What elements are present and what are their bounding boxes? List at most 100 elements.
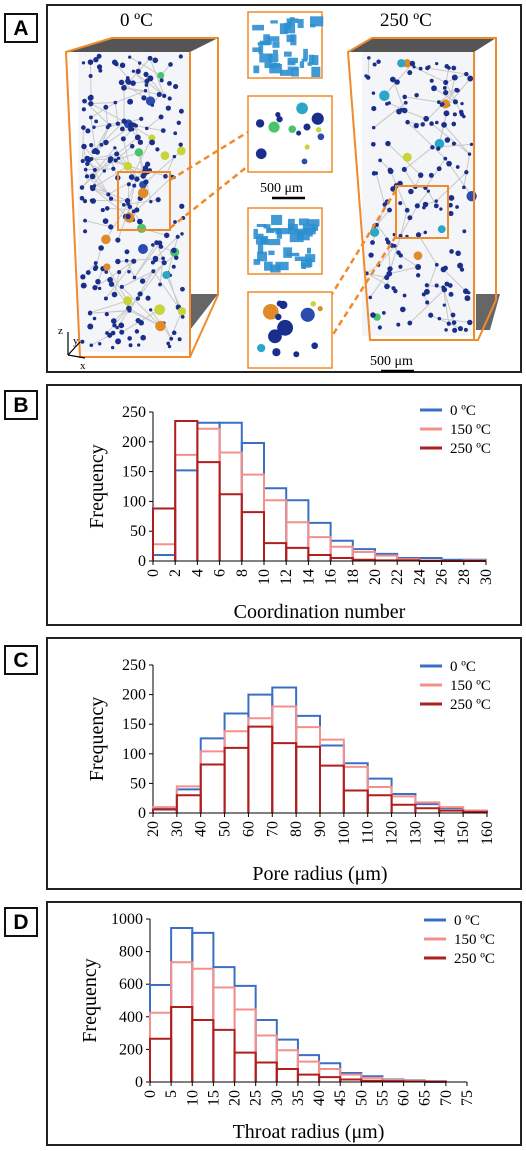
x-tick-label: 40	[311, 1090, 328, 1106]
pore	[115, 121, 121, 126]
pore	[149, 308, 153, 312]
pore	[144, 78, 150, 84]
x-tick-label: 130	[407, 821, 424, 845]
y-axis-title: Frequency	[79, 958, 101, 1042]
bar	[212, 966, 236, 1082]
pore	[402, 293, 407, 298]
bar	[275, 1038, 299, 1082]
pore-body	[284, 22, 296, 34]
pore	[300, 307, 315, 322]
throat	[117, 206, 131, 241]
pore	[89, 198, 94, 203]
throat	[427, 190, 437, 207]
pore	[262, 303, 279, 320]
throat	[83, 146, 105, 172]
pore	[425, 300, 430, 305]
pore	[128, 306, 132, 311]
pore	[379, 90, 390, 101]
pore	[148, 134, 156, 142]
throat	[149, 58, 165, 97]
throat	[127, 185, 135, 217]
pore	[435, 62, 439, 66]
pore	[95, 278, 101, 285]
pore-body	[299, 61, 305, 69]
pore	[101, 234, 111, 245]
pore	[128, 127, 133, 132]
pore	[104, 270, 109, 274]
pore	[177, 337, 182, 342]
throat	[92, 165, 128, 189]
pore	[462, 185, 466, 190]
bar	[296, 1073, 321, 1082]
throat	[106, 307, 130, 334]
pore	[158, 114, 164, 120]
panel-c	[46, 637, 522, 890]
pore	[450, 312, 456, 318]
x-tick-label: 22	[389, 569, 406, 585]
pore	[437, 225, 446, 234]
x-tick-label: 110	[360, 821, 377, 844]
pore	[452, 112, 457, 117]
pore-body	[271, 214, 283, 225]
pore	[107, 277, 113, 283]
pore	[423, 115, 430, 122]
pore-body	[301, 58, 308, 62]
pore	[127, 336, 132, 341]
throat	[443, 124, 470, 155]
pore	[370, 240, 375, 245]
pore-body	[272, 41, 280, 48]
bar	[170, 1006, 194, 1082]
pore	[131, 209, 136, 214]
pore	[469, 142, 474, 147]
bar	[275, 1049, 299, 1082]
throat	[114, 102, 119, 124]
pore	[418, 66, 423, 71]
pore	[106, 192, 111, 197]
pore	[452, 99, 459, 105]
x-tick-label: 70	[438, 1090, 455, 1106]
throat	[152, 270, 179, 308]
pore	[430, 145, 435, 150]
pore	[134, 329, 140, 334]
pore	[151, 243, 155, 247]
pore	[448, 291, 454, 297]
pore	[443, 79, 449, 86]
throat	[82, 262, 97, 278]
pore	[371, 106, 377, 112]
pore	[114, 61, 119, 67]
x-tick-label: 6	[212, 569, 229, 577]
pore-body	[311, 55, 319, 66]
throat	[165, 156, 175, 177]
pore	[143, 179, 149, 185]
throat	[89, 310, 130, 314]
pore	[384, 274, 390, 281]
pore	[84, 174, 90, 179]
pore	[442, 303, 446, 307]
pore	[115, 258, 121, 265]
pore	[131, 258, 137, 264]
throat	[136, 176, 173, 211]
pore	[93, 264, 99, 270]
pore	[304, 144, 310, 150]
throat	[133, 70, 165, 97]
pore	[434, 262, 439, 267]
pore	[112, 323, 117, 328]
pore	[137, 187, 149, 199]
pore	[401, 107, 408, 114]
x-tick-label: 50	[217, 821, 234, 837]
pore	[303, 123, 311, 131]
y-tick-label: 200	[119, 1041, 143, 1058]
pore	[108, 224, 114, 230]
pore-body	[252, 24, 265, 31]
pore	[172, 154, 177, 159]
pore	[404, 207, 410, 213]
pore	[439, 207, 443, 211]
pore-body	[253, 65, 260, 74]
x-tick-label: 20	[145, 821, 162, 837]
bar	[170, 926, 194, 1082]
pore	[128, 121, 134, 128]
pore	[443, 89, 449, 96]
pore	[173, 255, 179, 261]
pore	[136, 218, 143, 225]
throat	[107, 207, 137, 211]
